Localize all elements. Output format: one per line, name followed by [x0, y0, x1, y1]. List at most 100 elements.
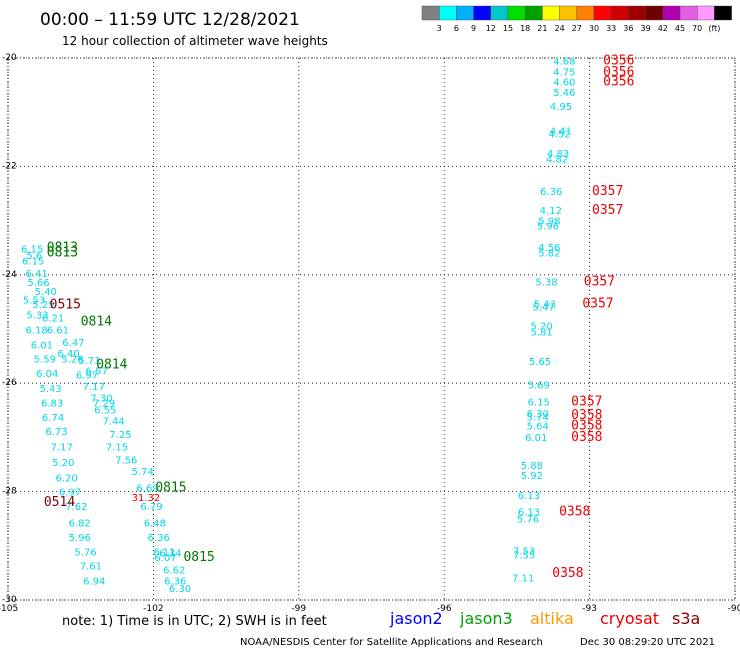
swh-label: 6.79	[140, 502, 162, 513]
colorbar-swatch	[421, 5, 440, 21]
pass-time-label: 0815	[183, 550, 214, 565]
pass-time-label: 0814	[81, 315, 112, 330]
swh-label: 5.25	[32, 300, 54, 311]
colorbar-tick-label: 6	[454, 24, 459, 33]
swh-label: 7.56	[115, 455, 137, 466]
pass-time-label: 0813	[47, 240, 78, 255]
y-axis-ticks: -20 -22 -24 -26 -28 -30	[2, 53, 17, 605]
pass-time-label: 0358	[552, 566, 583, 581]
colorbar-swatch	[611, 5, 629, 21]
pass-time-label: 0515	[50, 297, 81, 312]
swh-label: 7.11	[512, 574, 534, 585]
swh-label: 4.12	[540, 206, 562, 217]
swh-label: 4.52	[548, 130, 570, 141]
colorbar-swatch	[576, 5, 595, 21]
swh-label: 6.15	[21, 245, 43, 256]
pass-time-label: 0358	[571, 430, 602, 445]
colorbar-swatch	[473, 5, 492, 21]
swh-label: 6.73	[45, 427, 67, 438]
swh-label: 4.83	[547, 149, 569, 160]
swh-label: 7.30	[90, 394, 112, 405]
swh-label: 6.13	[518, 507, 540, 518]
swh-label: 4.82	[546, 155, 568, 166]
swh-label: 4.60	[553, 78, 575, 89]
swh-label: 5.20	[52, 458, 74, 469]
swh-label: 5.76	[517, 514, 539, 525]
y-tick-label: -26	[2, 378, 17, 388]
colorbar-swatch	[456, 5, 474, 21]
y-tick-label: -28	[2, 487, 17, 497]
footer-note: note: 1) Time is in UTC; 2) SWH is in fe…	[62, 614, 327, 629]
swh-label: 6.30	[527, 409, 549, 420]
chart-subtitle: 12 hour collection of altimeter wave hei…	[62, 34, 328, 48]
colorbar-tick-label: 18	[520, 24, 530, 33]
colorbar-swatch	[645, 5, 663, 21]
legend-entry-altika: altika	[530, 609, 574, 628]
swh-label: 7.55	[513, 550, 535, 561]
swh-label: 6.01	[525, 433, 547, 444]
swh-label: 6.48	[144, 518, 166, 529]
colorbar-swatch	[542, 5, 560, 21]
swh-label: 5.40	[35, 287, 57, 298]
pass-time-label: 0358	[571, 418, 602, 433]
swh-label: 6.97	[76, 370, 98, 381]
swh-label: 6.36	[164, 576, 186, 587]
swh-label: 7.44	[103, 416, 125, 427]
footer-credit: NOAA/NESDIS Center for Satellite Applica…	[240, 637, 543, 648]
x-tick-label: -105	[0, 604, 18, 614]
swh-label: 6.41	[25, 269, 47, 280]
colorbar-tick-label: 30	[589, 24, 599, 33]
swh-label: 5.6	[26, 251, 42, 262]
y-tick-label: -20	[2, 53, 17, 63]
legend-entry-s3a: s3a	[672, 609, 700, 628]
colorbar-tick-label: 9	[471, 24, 476, 33]
swh-label: 6.36	[148, 533, 170, 544]
swh-label: 6.61	[47, 325, 69, 336]
plot-grid	[7, 57, 736, 601]
swh-label: 5.26	[61, 355, 83, 366]
chart-title: 00:00 – 11:59 UTC 12/28/2021	[40, 10, 300, 30]
pass-time-label: 0357	[592, 203, 623, 218]
swh-label: 5.64	[527, 421, 549, 432]
pass-time-label: 0356	[603, 54, 634, 69]
pass-time-label: 0356	[603, 65, 634, 80]
swh-label: 5.74	[527, 413, 549, 424]
swh-label: 6.74	[42, 413, 64, 424]
swh-label: 7.17	[83, 382, 105, 393]
swh-label: 7.53	[513, 546, 535, 557]
y-tick-label: -30	[2, 595, 17, 605]
swh-label: 7.17	[51, 442, 73, 453]
swh-label: 31.32	[132, 493, 161, 504]
swh-label: 7.61	[80, 562, 102, 573]
swh-label: 6.11	[153, 548, 175, 559]
swh-label: 6.21	[42, 313, 64, 324]
swh-label: 5.74	[132, 467, 154, 478]
swh-label: 6.69	[136, 484, 158, 495]
swh-label: 6.01	[31, 341, 53, 352]
legend-entry-jason3: jason3	[459, 609, 513, 628]
colorbar-legend: 3 6 9 12 15 18 21 24 27 30 33 36 39 42 45 70 (ft)	[421, 5, 732, 33]
swh-label: 5.66	[27, 278, 49, 289]
swh-label: 6.83	[41, 399, 63, 410]
swh-label: 5.76	[74, 548, 96, 559]
colorbar-swatch	[507, 5, 526, 21]
y-tick-label: -24	[2, 270, 17, 280]
colorbar-tick-label: 42	[658, 24, 668, 33]
swh-label: 5.81	[530, 328, 552, 339]
swh-label: 5.69	[528, 381, 550, 392]
colorbar-tick-label: 45	[675, 24, 685, 33]
pass-time-label: 0813	[47, 245, 78, 260]
swh-label: 5.38	[535, 278, 557, 289]
colorbar-swatch	[662, 5, 681, 21]
swh-label: 4.95	[550, 102, 572, 113]
colorbar-tick-label: (ft)	[708, 24, 720, 33]
data-marks: 6.155.66.156.415.665.405.535.255.336.216…	[21, 54, 634, 595]
swh-label: 6.04	[36, 369, 58, 380]
swh-label: 6.20	[55, 473, 77, 484]
swh-label: 6.18	[25, 325, 47, 336]
colorbar-tick-label: 33	[606, 24, 616, 33]
legend-entry-jason2: jason2	[389, 609, 443, 628]
swh-label: 5.96	[69, 533, 91, 544]
swh-label: 7.29	[93, 399, 115, 410]
swh-label: 5.43	[534, 299, 556, 310]
